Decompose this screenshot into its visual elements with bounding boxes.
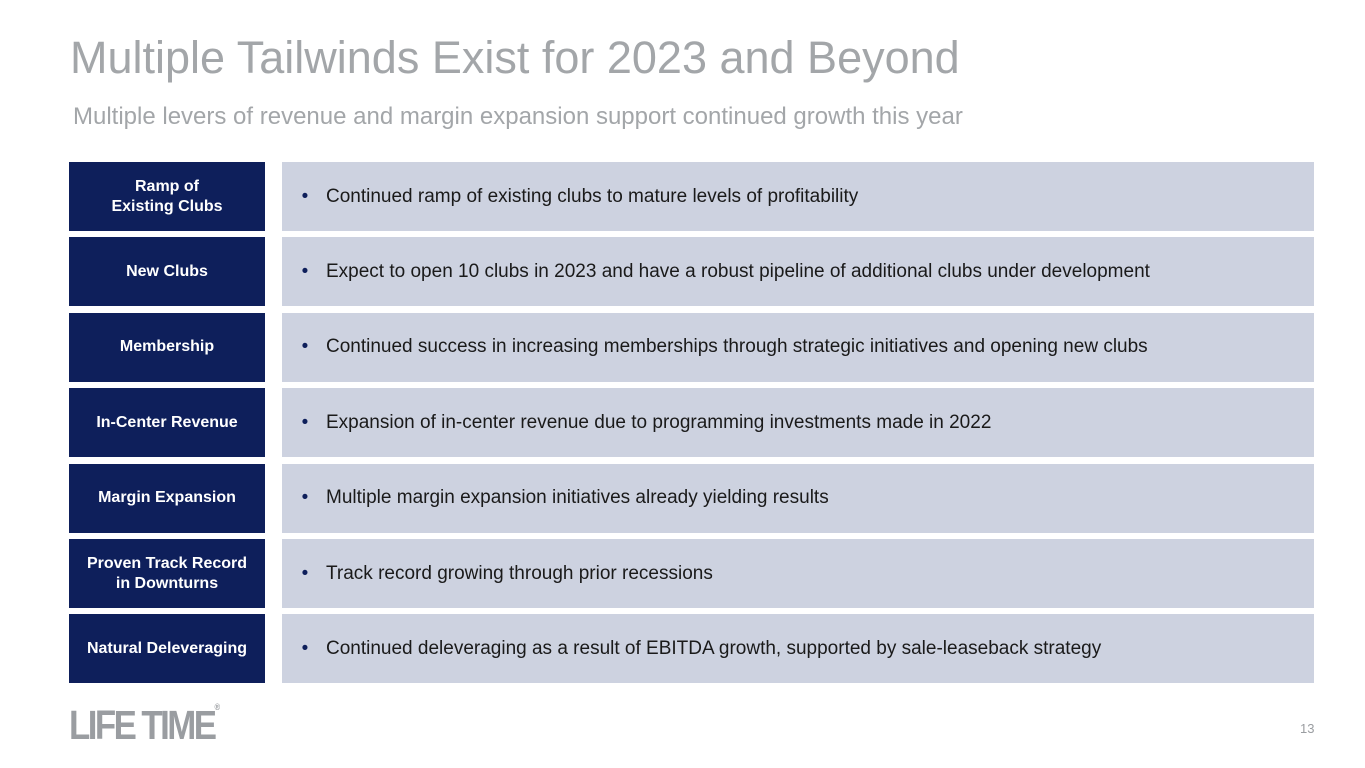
- row-label: Proven Track Record in Downturns: [69, 539, 265, 608]
- row: Ramp of Existing Clubs • Continued ramp of …: [69, 162, 1314, 231]
- bullet: •: [301, 411, 309, 433]
- row-text-box: • Continued deleveraging as a result of E…: [282, 614, 1314, 684]
- row: Membership • Continued success in increasi…: [69, 312, 1314, 382]
- row-text: Continued ramp of existing clubs to matu…: [326, 185, 859, 207]
- logo-mark: ®: [214, 702, 221, 712]
- row-label: Margin Expansion: [69, 463, 265, 533]
- row: Margin Expansion • Multiple margin expansi…: [69, 463, 1314, 533]
- row-text: Continued deleveraging as a result of EB…: [326, 637, 1102, 659]
- row-text: Track record growing through prior reces…: [326, 562, 713, 584]
- row-text-box: • Expansion of in-center revenue due to p…: [282, 388, 1314, 458]
- logo: LIFE TIME®: [69, 702, 220, 749]
- row-text: Expect to open 10 clubs in 2023 and have…: [326, 260, 1150, 282]
- bullet: •: [301, 185, 309, 207]
- row-text-box: • Continued success in increasing members…: [282, 312, 1314, 382]
- row-label: In-Center Revenue: [69, 388, 265, 458]
- label-line: Existing Clubs: [111, 197, 223, 215]
- bullet: •: [301, 336, 309, 358]
- subtitle: Multiple levers of revenue and margin ex…: [73, 103, 963, 130]
- bullet: •: [301, 562, 309, 584]
- row-text: Multiple margin expansion initiatives al…: [326, 487, 829, 509]
- logo-text: LIFE TIME: [69, 702, 217, 748]
- label-line: New Clubs: [126, 262, 208, 280]
- row: Proven Track Record in Downturns • Track re…: [69, 539, 1314, 608]
- row-label: Natural Deleveraging: [69, 614, 265, 684]
- row-text: Expansion of in-center revenue due to pr…: [326, 411, 992, 433]
- row-text-box: • Expect to open 10 clubs in 2023 and hav…: [282, 237, 1314, 307]
- label-line: Natural Deleveraging: [86, 639, 248, 657]
- label-line: in Downturns: [115, 574, 219, 592]
- row-text-box: • Continued ramp of existing clubs to mat…: [282, 162, 1314, 231]
- label-line: Proven Track Record: [86, 554, 248, 572]
- label-line: Margin Expansion: [98, 489, 236, 507]
- row-label: Membership: [69, 312, 265, 382]
- label-line: Ramp of: [135, 177, 199, 195]
- row: New Clubs • Expect to open 10 clubs in 202…: [69, 237, 1314, 307]
- row-text: Continued success in increasing membersh…: [326, 336, 1148, 358]
- row-text-box: • Track record growing through prior rece…: [282, 539, 1314, 608]
- title: Multiple Tailwinds Exist for 2023 and Be…: [70, 32, 960, 83]
- row: In-Center Revenue • Expansion of in-center…: [69, 388, 1314, 458]
- label-line: Membership: [119, 338, 215, 356]
- bullet: •: [301, 487, 309, 509]
- label-line: In-Center Revenue: [96, 413, 238, 431]
- row-label: New Clubs: [69, 237, 265, 307]
- bullet: •: [301, 260, 309, 282]
- bullet: •: [301, 637, 309, 659]
- row: Natural Deleveraging • Continued deleverag…: [69, 614, 1314, 684]
- row-text-box: • Multiple margin expansion initiatives a…: [282, 463, 1314, 533]
- page-number: 13: [1300, 721, 1315, 736]
- row-label: Ramp of Existing Clubs: [69, 162, 265, 231]
